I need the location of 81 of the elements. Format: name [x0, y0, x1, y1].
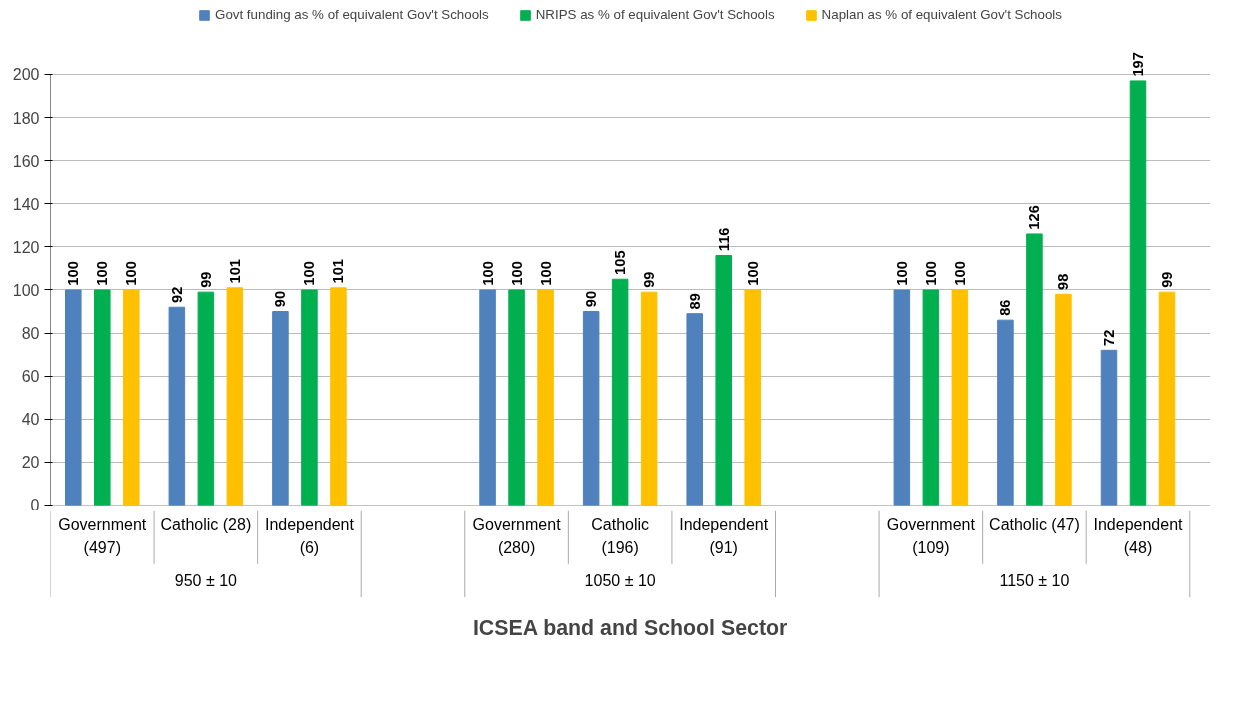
legend-label: NRIPS as % of equivalent Gov't Schools: [535, 7, 775, 22]
y-tick-label: 160: [12, 152, 40, 170]
x-tick-label: Independent (91): [679, 515, 769, 557]
data-label: 100: [951, 261, 968, 286]
data-label: 90: [272, 290, 289, 308]
bar: [922, 289, 940, 506]
bar: [272, 311, 289, 506]
y-tick-label: 100: [12, 281, 40, 299]
text: 1150 ± 10: [999, 572, 1070, 589]
data-label: 89: [686, 293, 703, 310]
y-tick-label: 80: [21, 325, 40, 343]
data-label: 100: [508, 261, 525, 286]
bar: [330, 287, 347, 506]
data-label: 100: [301, 261, 318, 286]
bar: [168, 306, 186, 506]
y-tick-label: 120: [12, 238, 40, 256]
x-tick-label: Government (109): [886, 515, 976, 557]
bar: [479, 289, 496, 506]
bar: [1100, 349, 1118, 506]
bar: [94, 289, 111, 506]
data-label: 86: [997, 299, 1014, 316]
data-label: 92: [168, 286, 185, 303]
bar: [1055, 293, 1072, 506]
bar: [997, 319, 1014, 506]
y-tick-label: 20: [21, 454, 40, 472]
data-label: 100: [123, 261, 140, 286]
bar: [226, 287, 244, 506]
bar: [640, 291, 658, 506]
y-tick-label: 0: [30, 496, 40, 514]
bar: [301, 289, 318, 506]
data-label: 100: [65, 261, 82, 286]
data-label: 197: [1130, 52, 1146, 77]
data-label: 101: [330, 259, 347, 284]
x-tick-label: Government (280): [472, 515, 562, 557]
bar: [582, 311, 600, 506]
bar: [508, 289, 525, 506]
bar: [65, 289, 82, 506]
data-label: 101: [226, 259, 243, 284]
data-label: 99: [1159, 271, 1175, 288]
data-label: 105: [612, 250, 629, 275]
y-tick-label: 200: [12, 66, 40, 84]
text: 950 ± 10: [174, 572, 238, 589]
bar: [686, 313, 703, 506]
x-tick-label: Independent (6): [264, 515, 355, 557]
data-label: 116: [715, 227, 732, 252]
bar: [1129, 80, 1147, 506]
data-label: 100: [94, 261, 111, 286]
bar: [893, 289, 911, 506]
bar: [1026, 233, 1043, 506]
x-axis-title: ICSEA band and School Sector: [472, 615, 788, 640]
bar: [715, 255, 732, 506]
bar: [744, 289, 761, 506]
bar: [123, 289, 140, 506]
x-tick-label: Catholic (47): [989, 515, 1080, 533]
data-label: 100: [744, 261, 761, 286]
y-tick-label: 40: [21, 411, 40, 429]
data-label: 126: [1026, 205, 1043, 230]
data-label: 100: [537, 261, 554, 286]
legend-label: Govt funding as % of equivalent Gov't Schools: [215, 7, 489, 22]
data-label: 100: [922, 261, 939, 286]
data-label: 100: [893, 261, 910, 286]
data-label: 100: [479, 261, 496, 286]
data-label: 99: [641, 271, 658, 288]
x-tick-label: Government (497): [58, 515, 147, 557]
bar: [197, 291, 215, 506]
x-tick-label: Catholic (196): [591, 515, 650, 557]
legend-label: Naplan as % of equivalent Gov't Schools: [821, 7, 1062, 22]
bar: [537, 289, 554, 506]
x-tick-label: Catholic (28): [160, 515, 252, 533]
bar: [951, 289, 969, 506]
x-tick-label: Independent (48): [1093, 515, 1184, 557]
bar: [611, 278, 629, 506]
data-label: 90: [583, 290, 600, 308]
y-tick-label: 140: [12, 195, 40, 213]
data-label: 98: [1055, 273, 1072, 290]
data-label: 99: [197, 271, 214, 288]
y-tick-label: 60: [21, 368, 40, 386]
bar: [1158, 291, 1176, 506]
data-label: 72: [1101, 329, 1117, 347]
y-tick-label: 180: [12, 109, 40, 127]
text: 1050 ± 10: [584, 572, 656, 589]
